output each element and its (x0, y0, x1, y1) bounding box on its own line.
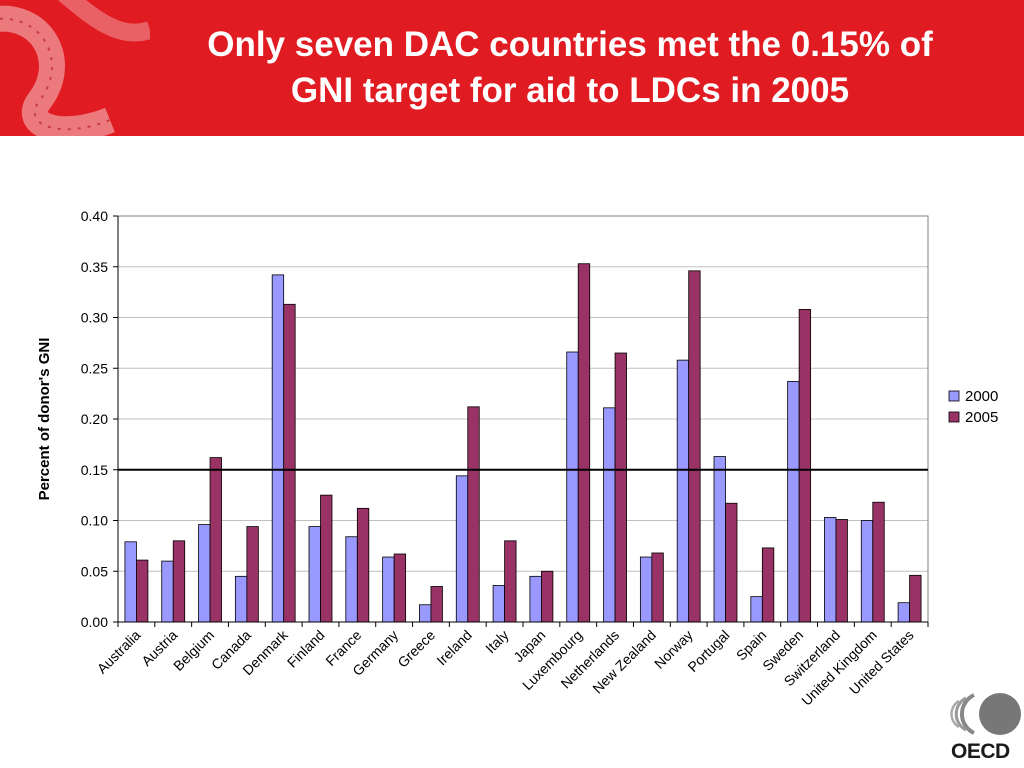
y-tick-label: 0.10 (81, 513, 108, 529)
bar-2000-spain (750, 596, 763, 623)
legend-swatch-2005 (948, 411, 960, 423)
bar-2005-germany (393, 553, 407, 623)
bar-2000-norway (676, 359, 690, 623)
y-tick-label: 0.30 (81, 310, 108, 326)
bar-2005-new-zealand (651, 552, 664, 623)
bar-2005-luxembourg (577, 263, 591, 623)
x-tick-label: Italy (482, 627, 511, 656)
bar-2000-germany (382, 556, 395, 623)
bar-2000-switzerland (824, 517, 837, 623)
bar-2005-spain (761, 547, 775, 623)
bar-2005-finland (320, 494, 333, 623)
bar-2000-greece (419, 604, 432, 623)
page-title-line-2: GNI target for aid to LDCs in 2005 (290, 71, 850, 110)
x-tick-label: Greece (394, 627, 438, 671)
bar-2000-new-zealand (639, 556, 653, 623)
y-tick-label: 0.20 (81, 411, 108, 427)
y-tick-label: 0.15 (81, 462, 108, 478)
bar-2005-japan (541, 570, 554, 623)
bar-2005-canada (246, 526, 259, 623)
y-tick-label: 0.00 (81, 614, 108, 630)
bar-2005-australia (136, 559, 149, 623)
oecd-logo-icon (950, 693, 1021, 735)
x-tick-label: Finland (284, 627, 328, 671)
bar-chart: 0.00 0.05 0.10 0.15 0.20 0.25 0.30 0.35 0.40 Aust… (36, 208, 998, 709)
bar-2000-canada (234, 575, 248, 623)
bar-2000-netherlands (603, 407, 616, 623)
chart-bars (118, 263, 928, 623)
bar-2005-united-kingdom (872, 501, 885, 623)
bar-2000-sweden (787, 381, 800, 623)
bar-2000-ireland (455, 475, 469, 623)
bar-2000-italy (492, 585, 505, 623)
bar-2000-denmark (271, 274, 285, 623)
x-tick-label: Australia (94, 627, 144, 677)
page-title-line-1: Only seven DAC countries met the 0.15% o… (207, 25, 933, 64)
bar-2000-united-states (897, 602, 910, 623)
x-tick-label: Ireland (433, 627, 475, 669)
x-tick-label: Belgium (170, 627, 217, 674)
bar-2005-greece (430, 586, 443, 623)
bar-2005-portugal (725, 502, 738, 623)
measuring-tape-icon (0, 0, 150, 136)
bar-2005-france (356, 507, 370, 623)
y-tick-label: 0.40 (81, 208, 108, 224)
bar-2000-austria (161, 560, 174, 623)
bar-2000-australia (124, 541, 137, 623)
bar-2000-finland (308, 526, 321, 623)
y-tick-label: 0.35 (81, 259, 108, 275)
title-banner: Only seven DAC countries met the 0.15% o… (0, 0, 1024, 136)
bar-2005-switzerland (835, 519, 848, 623)
bar-2000-united-kingdom (860, 520, 874, 623)
bar-2000-japan (529, 575, 542, 623)
bar-2005-belgium (209, 457, 222, 623)
y-axis-label: Percent of donor's GNI (36, 338, 53, 501)
logo-text: OECD (951, 740, 1010, 763)
legend-label-2005: 2005 (965, 409, 998, 426)
chart-legend: 2000 2005 (948, 388, 998, 426)
y-tick-label: 0.05 (81, 563, 108, 579)
bar-2000-portugal (713, 456, 726, 623)
legend-swatch-2000 (948, 390, 960, 402)
bar-2005-ireland (467, 406, 480, 623)
page-title: Only seven DAC countries met the 0.15% o… (130, 22, 1010, 114)
bar-2000-france (345, 536, 358, 623)
bar-2005-sweden (798, 308, 812, 623)
bar-2005-austria (172, 540, 186, 623)
bar-2000-luxembourg (566, 351, 579, 623)
y-tick-label: 0.25 (81, 360, 108, 376)
legend-label-2000: 2000 (965, 388, 998, 405)
x-tick-label: United States (846, 627, 917, 698)
bar-2005-netherlands (614, 352, 627, 623)
bar-2005-italy (504, 540, 517, 623)
bar-2005-denmark (283, 303, 296, 623)
bar-2005-norway (688, 270, 701, 623)
bar-2005-united-states (909, 574, 922, 623)
bar-2000-belgium (198, 524, 211, 623)
